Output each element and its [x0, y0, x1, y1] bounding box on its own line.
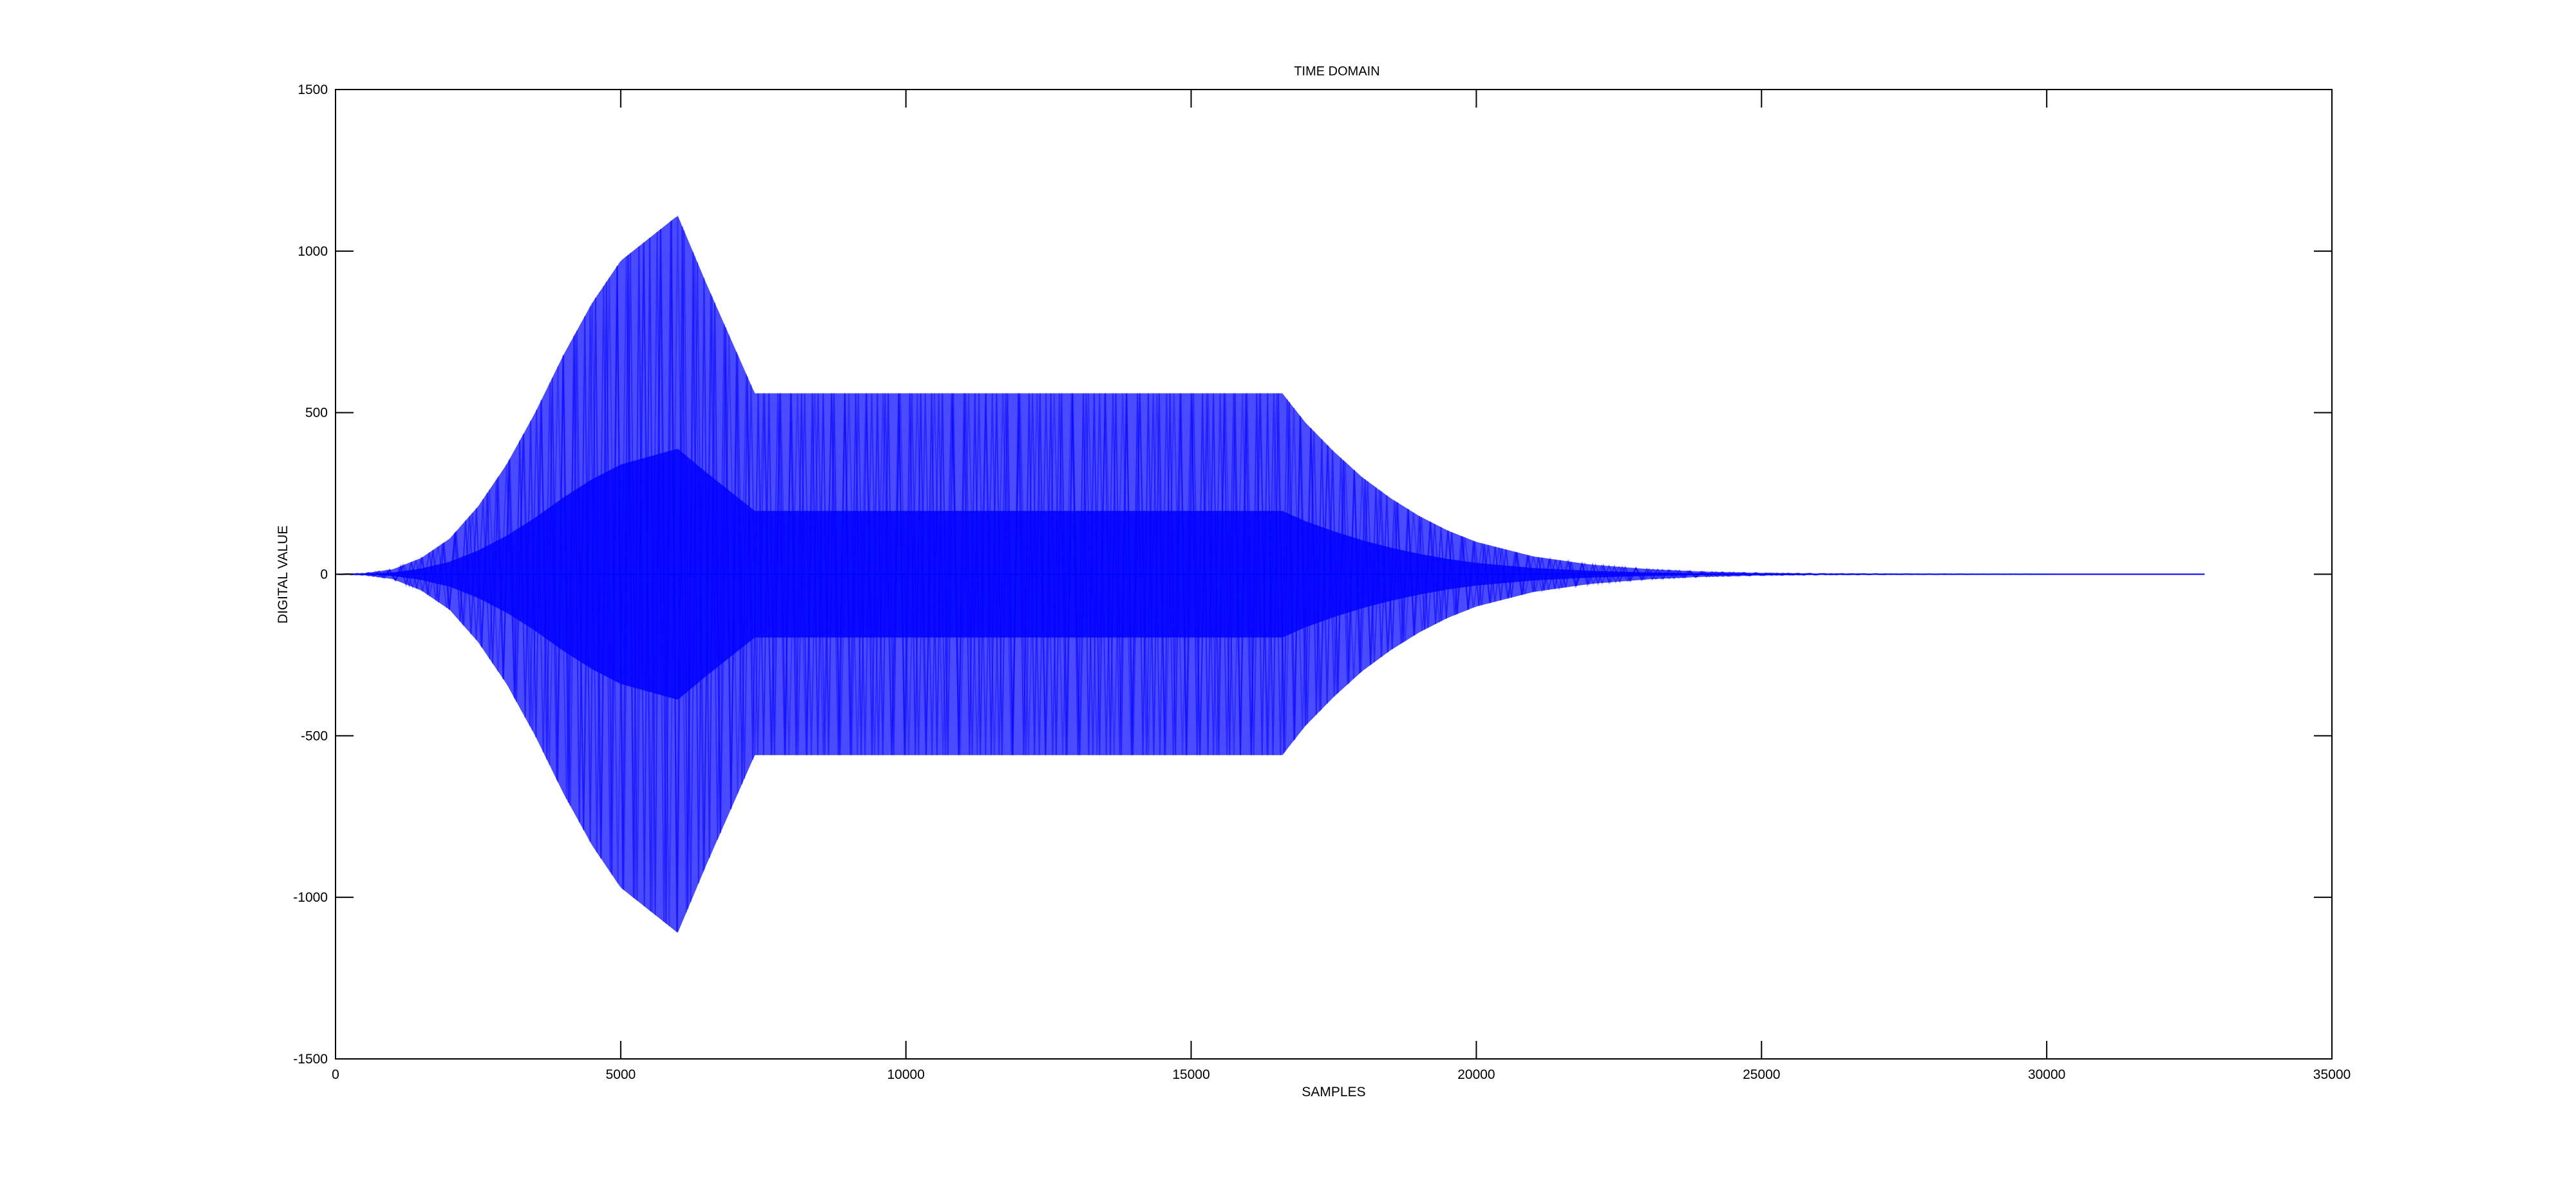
x-tick-label: 5000	[605, 1067, 636, 1082]
x-tick-label: 20000	[1457, 1067, 1495, 1082]
x-tick-label: 15000	[1172, 1067, 1209, 1082]
y-axis-label: DIGITAL VALUE	[276, 526, 290, 624]
y-tick-label: -1000	[293, 890, 328, 905]
y-tick-label: -1500	[293, 1052, 328, 1067]
plot-area	[335, 215, 2205, 933]
y-tick-label: 1500	[298, 82, 328, 97]
x-tick-label: 30000	[2028, 1067, 2065, 1082]
y-tick-label: -500	[301, 728, 328, 743]
x-axis-label: SAMPLES	[1302, 1085, 1365, 1099]
y-tick-label: 1000	[298, 244, 328, 259]
x-tick-label: 25000	[1743, 1067, 1780, 1082]
x-tick-label: 0	[332, 1067, 339, 1082]
y-tick-label: 0	[320, 567, 328, 582]
x-tick-labels: 0 5000 10000 15000 20000 25000 30000 35000	[332, 1067, 2351, 1082]
x-tick-label: 35000	[2313, 1067, 2351, 1082]
chart-title: TIME DOMAIN	[1294, 64, 1379, 79]
y-tick-label: 500	[305, 406, 328, 421]
axis-ticks	[335, 89, 2333, 1060]
y-tick-labels: -1500 -1000 -500 0 500 1000 1500	[293, 82, 328, 1067]
x-tick-label: 10000	[887, 1067, 925, 1082]
